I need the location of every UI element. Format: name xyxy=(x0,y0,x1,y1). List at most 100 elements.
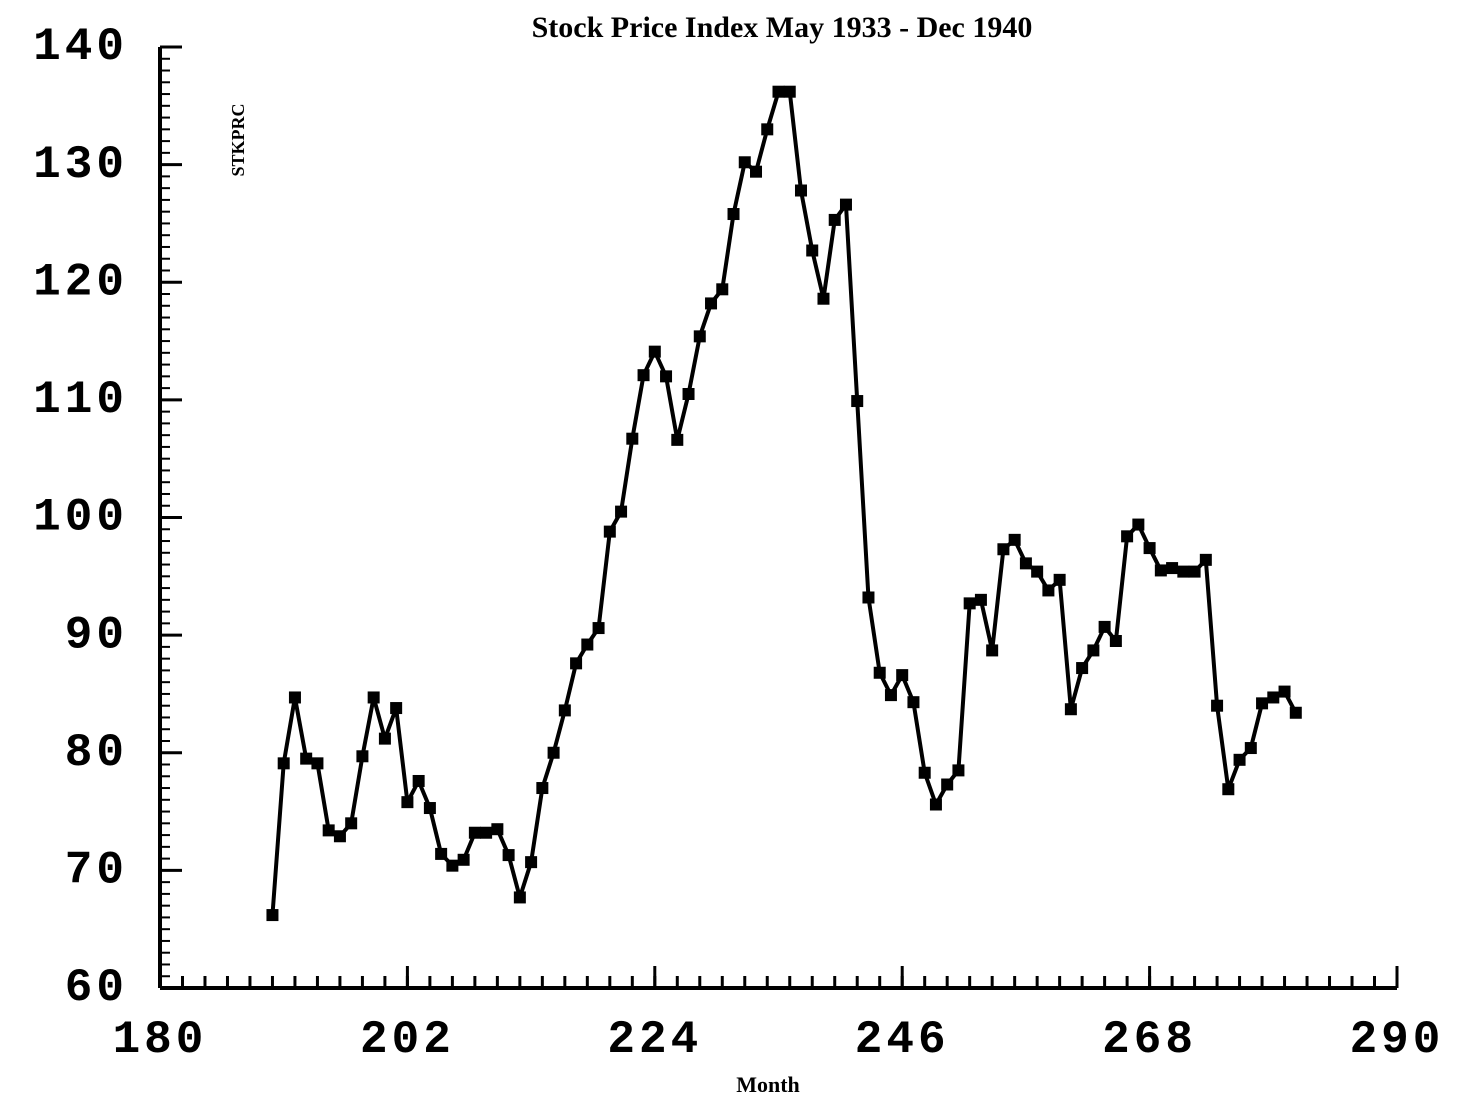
data-point xyxy=(468,826,481,839)
data-point xyxy=(1211,699,1224,712)
data-point xyxy=(446,859,459,872)
data-point xyxy=(896,669,909,682)
data-point xyxy=(750,165,763,178)
data-point xyxy=(1121,530,1134,543)
chart-title: Stock Price Index May 1933 - Dec 1940 xyxy=(532,11,1033,44)
data-point xyxy=(963,597,976,610)
data-point xyxy=(525,856,538,869)
data-point xyxy=(1109,635,1122,648)
data-point xyxy=(862,591,875,604)
data-point xyxy=(423,802,436,815)
x-tick-label: 202 xyxy=(360,1014,455,1066)
data-point xyxy=(637,369,650,382)
data-point xyxy=(952,764,965,777)
data-point xyxy=(1177,565,1190,578)
data-point xyxy=(1233,753,1246,766)
y-tick-label: 120 xyxy=(33,256,128,308)
data-point xyxy=(457,853,470,866)
data-point xyxy=(1289,706,1302,719)
data-point xyxy=(288,691,301,704)
data-point xyxy=(412,774,425,787)
y-tick-label: 80 xyxy=(65,727,128,779)
data-point xyxy=(1188,565,1201,578)
data-point xyxy=(603,525,616,538)
data-point xyxy=(884,689,897,702)
data-point xyxy=(1166,562,1179,575)
data-point xyxy=(839,198,852,211)
data-point xyxy=(1087,644,1100,657)
data-point xyxy=(570,657,583,670)
data-point xyxy=(356,750,369,763)
data-point xyxy=(1064,703,1077,716)
data-point xyxy=(794,184,807,197)
data-point xyxy=(536,782,549,795)
y-tick-label: 90 xyxy=(65,609,128,661)
data-point xyxy=(738,156,751,169)
data-point xyxy=(615,505,628,518)
data-point xyxy=(581,638,594,651)
data-line xyxy=(270,89,1298,916)
data-point xyxy=(1031,565,1044,578)
y-tick-label: 130 xyxy=(33,139,128,191)
data-point xyxy=(682,387,695,400)
data-point xyxy=(693,330,706,343)
data-point xyxy=(547,746,560,759)
data-point xyxy=(986,644,999,657)
data-point xyxy=(772,85,785,98)
data-point xyxy=(974,593,987,606)
data-point xyxy=(851,395,864,408)
data-point xyxy=(1053,573,1066,586)
data-point xyxy=(1222,783,1235,796)
data-point xyxy=(1076,662,1089,675)
y-tick-label: 140 xyxy=(33,21,128,73)
data-point xyxy=(716,283,729,296)
data-point xyxy=(502,849,515,862)
data-point xyxy=(1098,620,1111,633)
data-point xyxy=(345,817,358,830)
y-tick-label: 60 xyxy=(65,962,128,1014)
data-point xyxy=(806,244,819,257)
data-point xyxy=(1132,518,1145,531)
data-point xyxy=(592,622,605,635)
data-point xyxy=(480,826,493,839)
data-point xyxy=(435,847,448,860)
data-point xyxy=(626,432,639,445)
data-point xyxy=(1008,533,1021,546)
x-tick-label: 246 xyxy=(855,1014,950,1066)
data-point xyxy=(817,292,830,305)
x-axis-label: Month xyxy=(736,1072,800,1097)
data-point xyxy=(1256,697,1269,710)
data-point xyxy=(367,691,380,704)
data-point xyxy=(322,824,335,837)
data-point xyxy=(941,778,954,791)
data-point xyxy=(997,543,1010,556)
y-tick-label: 100 xyxy=(33,492,128,544)
data-point xyxy=(660,370,673,383)
data-point xyxy=(1199,553,1212,566)
y-tick-label: 70 xyxy=(65,845,128,897)
data-point xyxy=(783,85,796,98)
data-point xyxy=(378,732,391,745)
data-point xyxy=(1278,685,1291,698)
data-point xyxy=(1244,742,1257,755)
data-point xyxy=(1267,691,1280,704)
data-point xyxy=(1019,557,1032,570)
data-point xyxy=(873,666,886,679)
data-point xyxy=(300,752,313,765)
y-axis-label: STKPRC xyxy=(228,103,248,176)
x-tick-label: 180 xyxy=(113,1014,208,1066)
data-point xyxy=(1143,542,1156,555)
x-tick-label: 290 xyxy=(1350,1014,1445,1066)
y-tick-label: 110 xyxy=(33,374,128,426)
data-point xyxy=(277,757,290,770)
data-point xyxy=(828,213,841,226)
data-point xyxy=(333,830,346,843)
data-point xyxy=(266,909,279,922)
x-tick-label: 268 xyxy=(1102,1014,1197,1066)
data-point xyxy=(907,696,920,709)
data-point xyxy=(390,702,403,715)
data-point xyxy=(671,433,684,446)
data-point xyxy=(761,123,774,136)
